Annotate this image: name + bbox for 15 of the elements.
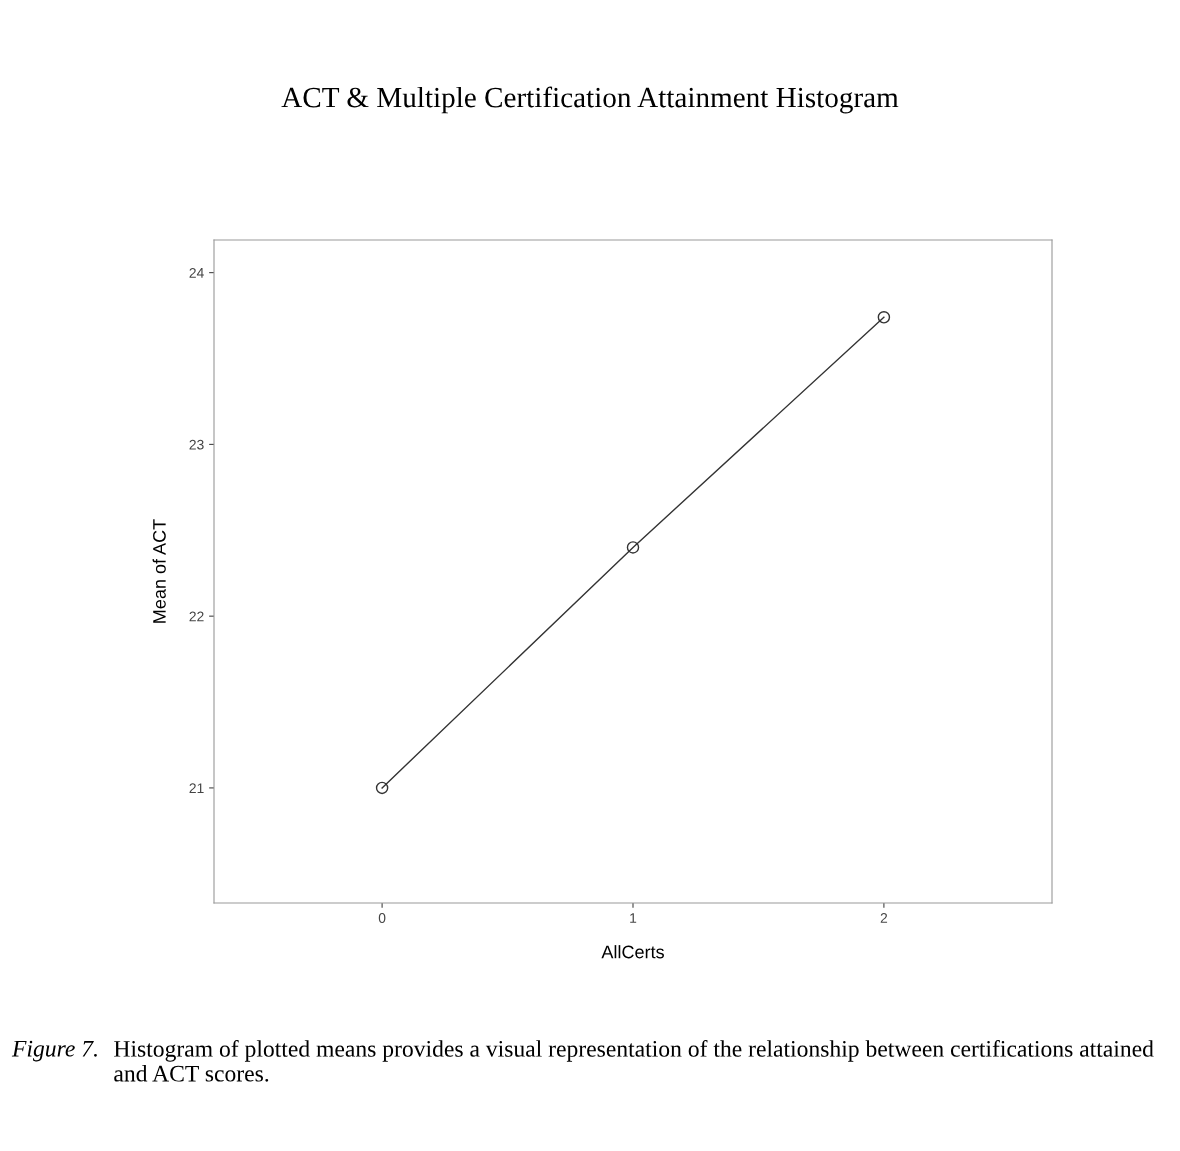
y-tick-label: 22 bbox=[189, 611, 204, 622]
text: Histogram of plotted means provides a visual representation of the relationship between certifications attained and ACT scores. bbox=[114, 1040, 1154, 1082]
y-tick-label: 24 bbox=[189, 267, 204, 278]
x-axis-title: AllCerts bbox=[601, 945, 664, 959]
x-tick-label: 2 bbox=[880, 913, 888, 923]
point bbox=[375, 781, 389, 795]
caption: Figure 7. bbox=[11, 1040, 97, 1062]
y-tick-label: 21 bbox=[189, 783, 204, 793]
point bbox=[626, 541, 640, 554]
y-tick-label: 23 bbox=[189, 439, 204, 450]
chart-title: ACT & Multiple Certification Attainment Histogram bbox=[281, 86, 899, 114]
y-axis-title: Mean of ACT bbox=[152, 519, 166, 623]
point bbox=[877, 311, 891, 324]
x-tick-label: 1 bbox=[630, 913, 637, 923]
x-tick-label: 0 bbox=[378, 913, 386, 923]
